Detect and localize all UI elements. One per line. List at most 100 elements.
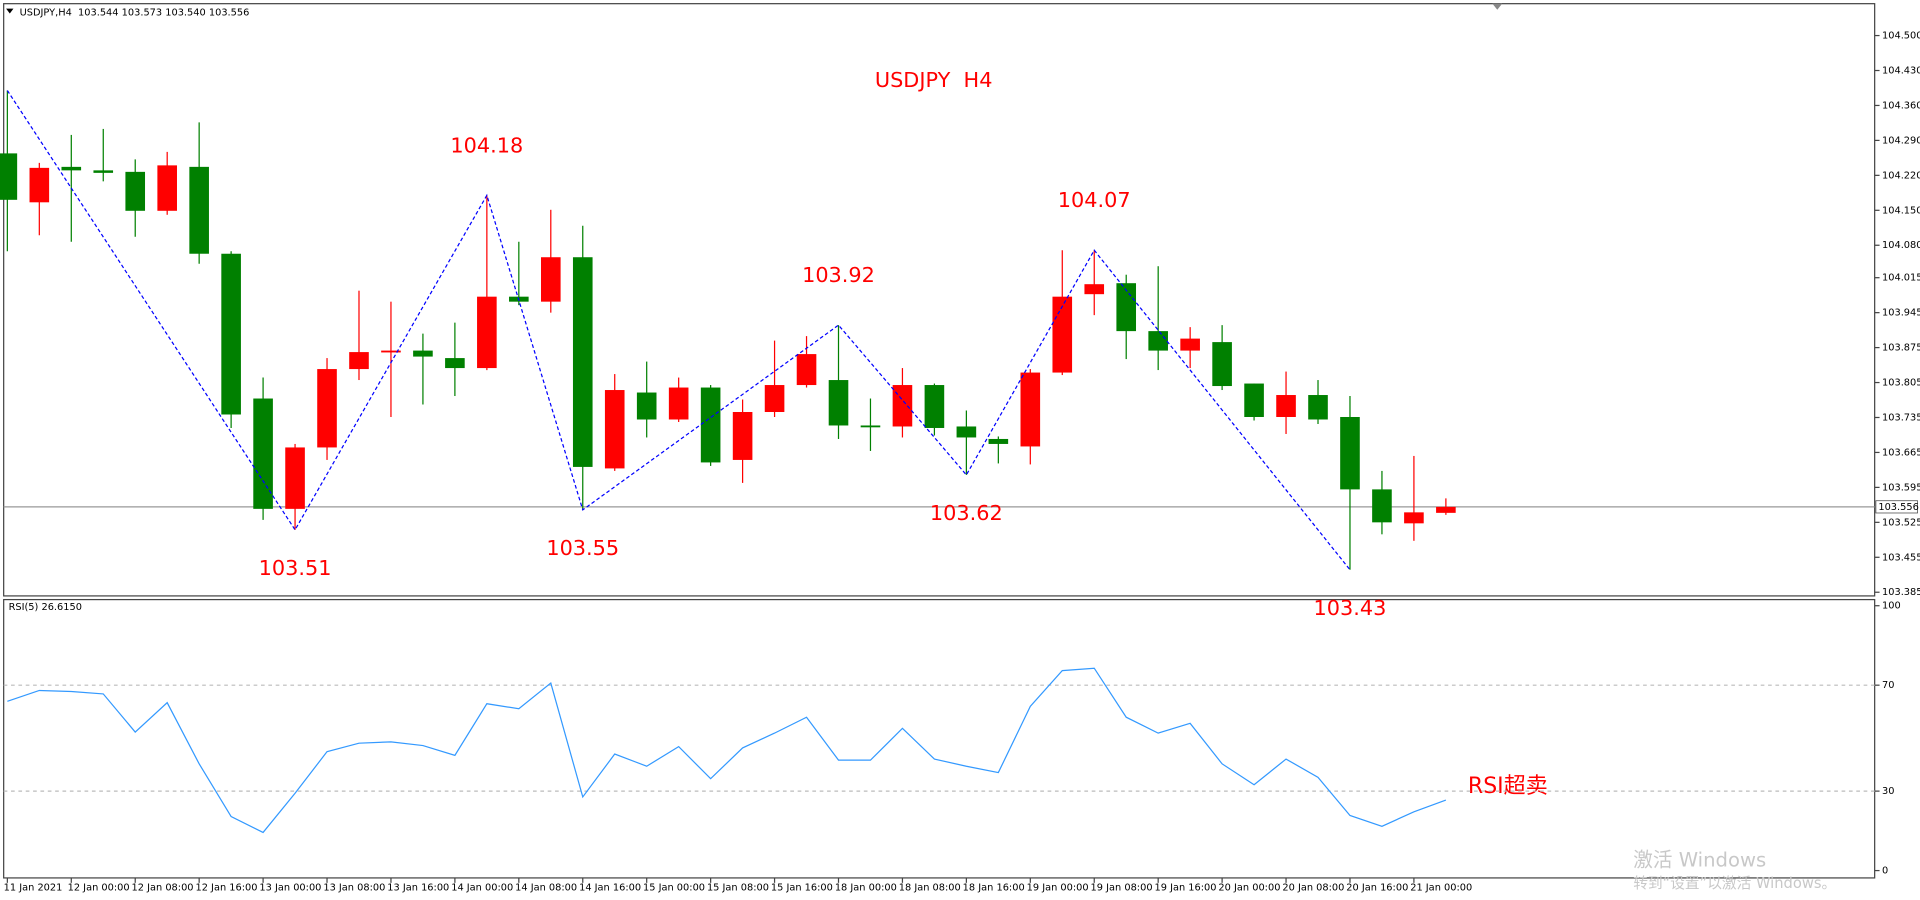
scroll-marker [1492, 3, 1503, 10]
pivot-label: 104.07 [1058, 188, 1131, 212]
x-tick-label: 12 Jan 16:00 [195, 883, 257, 894]
candle-body [61, 166, 82, 171]
rsi-panel [3, 598, 1876, 879]
candle-body [1372, 489, 1392, 523]
candle-body [93, 170, 114, 173]
x-tick-label: 20 Jan 00:00 [1218, 883, 1280, 894]
y-tick-label: 70 [1882, 680, 1894, 691]
x-tick-label: 13 Jan 00:00 [259, 883, 321, 894]
candle-body [1116, 283, 1137, 332]
y-tick-label: 103.525 [1882, 517, 1920, 528]
candle-body [828, 380, 849, 426]
annotation: RSI超卖 [1468, 774, 1548, 799]
y-tick-label: 103.875 [1882, 343, 1920, 354]
x-tick-label: 15 Jan 08:00 [707, 883, 769, 894]
candle-body [477, 296, 497, 369]
candle-body [732, 412, 753, 460]
chart-title: USDJPY H4 [875, 68, 993, 92]
candle-body [540, 257, 561, 302]
x-tick-label: 12 Jan 08:00 [132, 883, 194, 894]
current-price-label: 103.556 [1878, 502, 1919, 513]
candle-body [189, 166, 209, 254]
candle-body [988, 438, 1009, 444]
y-tick-label: 103.945 [1882, 308, 1920, 319]
watermark-text: 转到“设置”以激活 Windows。 [1633, 875, 1836, 892]
zigzag-line [6, 90, 1351, 571]
pivot-label: 103.43 [1314, 596, 1387, 620]
candle-body [349, 352, 369, 370]
y-tick-label: 104.220 [1882, 170, 1920, 181]
candle-body [381, 350, 401, 353]
candle-body [892, 385, 913, 427]
y-tick-label: 0 [1882, 866, 1888, 877]
candle-body [1148, 331, 1168, 351]
pivot-label: 103.62 [930, 501, 1003, 525]
y-tick-label: 104.080 [1882, 240, 1920, 251]
x-tick-label: 20 Jan 08:00 [1282, 883, 1344, 894]
pivot-label: 103.51 [259, 556, 332, 580]
y-tick-label: 104.015 [1882, 273, 1920, 284]
menu-arrow[interactable] [6, 8, 14, 14]
candle-body [221, 253, 241, 415]
y-tick-label: 104.430 [1882, 66, 1920, 77]
pivot-label: 103.55 [546, 536, 619, 560]
x-tick-label: 19 Jan 00:00 [1027, 883, 1089, 894]
candle-body [1020, 372, 1041, 447]
candle-body [956, 426, 977, 438]
candle-body [636, 392, 657, 420]
x-tick-label: 19 Jan 16:00 [1154, 883, 1216, 894]
candle-body [1340, 416, 1360, 490]
candle-body [253, 398, 273, 509]
candle-body [764, 385, 785, 413]
candle-body [1436, 506, 1456, 513]
x-tick-label: 19 Jan 08:00 [1091, 883, 1153, 894]
watermark-title: 激活 Windows [1633, 848, 1766, 871]
candle-body [0, 153, 18, 200]
y-tick-label: 100 [1882, 601, 1901, 612]
candle-body [668, 387, 689, 420]
x-tick-label: 14 Jan 00:00 [451, 883, 513, 894]
rsi-line [7, 667, 1447, 834]
price-panel [3, 3, 1876, 597]
candle-body [125, 171, 146, 211]
y-tick-label: 103.735 [1882, 412, 1920, 423]
x-tick-label: 18 Jan 00:00 [835, 883, 897, 894]
candle-body [445, 358, 465, 369]
candle-body [157, 165, 177, 211]
x-tick-label: 13 Jan 16:00 [387, 883, 449, 894]
candle-body [700, 387, 721, 463]
pivot-label: 104.18 [450, 133, 523, 157]
pivot-label: 103.92 [802, 263, 875, 287]
candle-body [1052, 296, 1073, 373]
candle-body [860, 425, 881, 428]
x-tick-label: 15 Jan 00:00 [643, 883, 705, 894]
y-tick-label: 104.500 [1882, 31, 1920, 42]
x-tick-label: 18 Jan 08:00 [899, 883, 961, 894]
x-tick-label: 12 Jan 00:00 [68, 883, 130, 894]
candle-body [285, 447, 305, 509]
candle-body [796, 354, 817, 386]
candle-body [1308, 395, 1328, 420]
y-tick-label: 103.455 [1882, 552, 1920, 563]
x-tick-label: 11 Jan 2021 [4, 883, 63, 894]
symbol-info: USDJPY,H4 103.544 103.573 103.540 103.55… [20, 7, 250, 18]
y-tick-label: 30 [1882, 786, 1894, 797]
candle-body [29, 167, 50, 203]
candle-body [1276, 395, 1296, 417]
candle-body [1084, 284, 1105, 295]
candle-body [413, 350, 433, 357]
candle-body [924, 385, 945, 428]
y-tick-label: 103.595 [1882, 482, 1920, 493]
candle-body [604, 390, 625, 469]
current-price-box [1875, 500, 1918, 514]
x-tick-label: 14 Jan 08:00 [515, 883, 577, 894]
x-tick-label: 20 Jan 16:00 [1346, 883, 1408, 894]
x-tick-label: 21 Jan 00:00 [1410, 883, 1472, 894]
y-tick-label: 104.290 [1882, 135, 1920, 146]
candle-body [1180, 338, 1200, 351]
y-tick-label: 103.805 [1882, 378, 1920, 389]
candle-body [572, 257, 593, 467]
